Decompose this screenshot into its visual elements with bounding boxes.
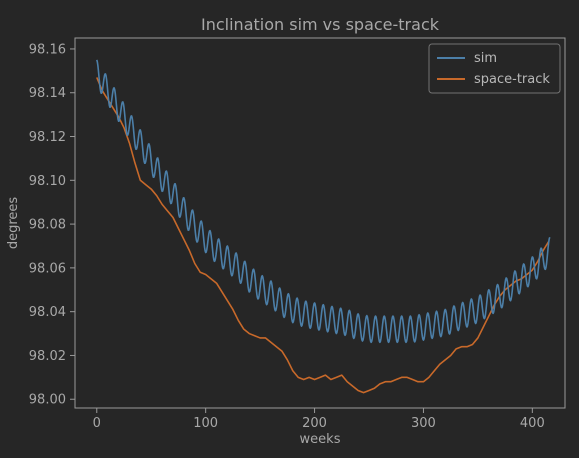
y-tick-label: 98.02 [29,349,66,364]
x-tick-label: 0 [93,416,101,431]
y-tick-label: 98.10 [29,174,66,189]
series-line-space-track [96,77,550,394]
y-axis-ticks: 98.00 98.02 98.04 98.06 98.08 98.10 98.12 98.14… [29,42,75,408]
x-tick-label: 400 [520,416,545,431]
legend: sim space-track [428,43,561,94]
series-layer [96,59,551,394]
chart-title: Inclination sim vs space-track [201,15,440,34]
y-tick-label: 98.04 [29,305,66,320]
y-axis-label: degrees [6,197,21,250]
x-axis-ticks: 0 100 200 300 400 [93,408,545,431]
y-tick-label: 98.14 [29,86,66,101]
plot-frame [74,37,566,409]
series-line-sim [96,59,551,344]
x-axis-label: weeks [300,432,341,447]
y-tick-label: 98.16 [29,42,66,57]
y-tick-label: 98.06 [29,261,66,276]
x-tick-label: 200 [302,416,327,431]
legend-label-space-track: space-track [474,72,550,87]
legend-label-sim: sim [474,51,497,66]
y-tick-label: 98.12 [29,130,66,145]
x-tick-label: 100 [193,416,218,431]
y-tick-label: 98.08 [29,218,66,233]
legend-box [428,43,561,94]
y-tick-label: 98.00 [29,393,66,408]
x-tick-label: 300 [411,416,436,431]
